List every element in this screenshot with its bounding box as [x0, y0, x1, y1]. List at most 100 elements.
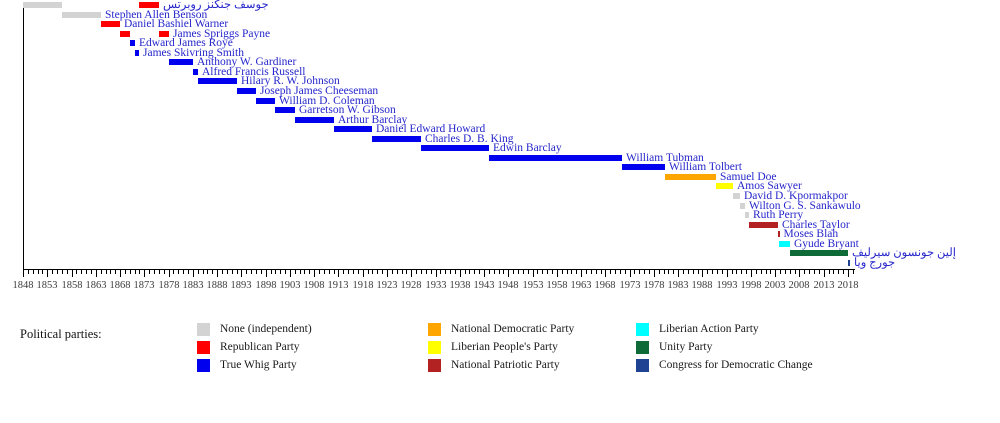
president-name-label[interactable]: جورج ويا [854, 257, 896, 269]
axis-minor-tick [673, 270, 674, 274]
axis-minor-tick [780, 270, 781, 274]
axis-minor-tick [576, 270, 577, 274]
axis-minor-tick [659, 270, 660, 274]
axis-minor-tick [28, 270, 29, 274]
axis-major-tick [169, 270, 170, 277]
president-name-label[interactable]: Arthur Barclay [338, 114, 408, 126]
axis-tick-label: 1933 [425, 280, 447, 291]
timeline-bar-segment [159, 31, 169, 37]
axis-minor-tick [62, 270, 63, 274]
president-name-label[interactable]: William Tolbert [669, 161, 742, 173]
president-name-label[interactable]: Charles D. B. King [425, 133, 514, 145]
president-name-label[interactable]: Amos Sawyer [737, 180, 802, 192]
axis-tick-label: 1978 [643, 280, 665, 291]
axis-minor-tick [707, 270, 708, 274]
legend-swatch-true_whig [197, 359, 210, 372]
legend-item: Republican Party [197, 341, 312, 354]
axis-tick-label: 2013 [813, 280, 835, 291]
axis-minor-tick [304, 270, 305, 274]
legend-item: Liberian People's Party [428, 341, 574, 354]
president-name-label[interactable]: Daniel Bashiel Warner [124, 18, 229, 30]
timeline-bar-segment [135, 50, 139, 56]
axis-minor-tick [300, 270, 301, 274]
president-name-label[interactable]: Samuel Doe [720, 171, 777, 183]
axis-minor-tick [639, 270, 640, 274]
axis-minor-tick [465, 270, 466, 274]
president-name-label[interactable]: William D. Coleman [279, 95, 375, 107]
axis-major-tick [630, 270, 631, 277]
axis-minor-tick [101, 270, 102, 274]
axis-major-tick [120, 270, 121, 277]
axis-minor-tick [469, 270, 470, 274]
axis-minor-tick [843, 270, 844, 274]
axis-minor-tick [251, 270, 252, 274]
axis-major-tick [654, 270, 655, 277]
axis-major-tick [678, 270, 679, 277]
president-name-label[interactable]: Alfred Francis Russell [202, 66, 306, 78]
timeline-bar-segment [295, 117, 334, 123]
axis-minor-tick [33, 270, 34, 274]
axis-tick-label: 1983 [667, 280, 689, 291]
president-name-label[interactable]: Edward James Roye [139, 37, 233, 49]
axis-minor-tick [732, 270, 733, 274]
president-name-label[interactable]: جوسف جنكنز روبرتس [163, 0, 269, 11]
axis-tick-label: 2018 [837, 280, 859, 291]
timeline-bar-segment [745, 212, 749, 218]
legend-party-label: Unity Party [659, 341, 713, 353]
president-name-label[interactable]: Ruth Perry [753, 209, 804, 221]
legend-item: None (independent) [197, 323, 312, 336]
president-name-label[interactable]: David D. Kpormakpor [744, 190, 848, 202]
legend-item: National Democratic Party [428, 323, 574, 336]
axis-major-tick [824, 270, 825, 277]
axis-minor-tick [358, 270, 359, 274]
axis-minor-tick [271, 270, 272, 274]
axis-minor-tick [683, 270, 684, 274]
president-name-label[interactable]: Daniel Edward Howard [376, 123, 486, 135]
axis-minor-tick [479, 270, 480, 274]
president-name-label[interactable]: William Tubman [626, 152, 704, 164]
x-axis-line [23, 269, 855, 270]
axis-minor-tick [91, 270, 92, 274]
president-name-label[interactable]: Stephen Allen Benson [105, 9, 208, 21]
axis-minor-tick [81, 270, 82, 274]
axis-minor-tick [67, 270, 68, 274]
axis-minor-tick [115, 270, 116, 274]
axis-minor-tick [261, 270, 262, 274]
timeline-bar-segment [733, 193, 740, 199]
axis-minor-tick [246, 270, 247, 274]
axis-tick-label: 1858 [61, 280, 83, 291]
axis-tick-label: 1918 [352, 280, 374, 291]
axis-minor-tick [256, 270, 257, 274]
axis-minor-tick [668, 270, 669, 274]
axis-minor-tick [829, 270, 830, 274]
president-name-label[interactable]: Anthony W. Gardiner [197, 56, 297, 68]
axis-major-tick [314, 270, 315, 277]
axis-minor-tick [130, 270, 131, 274]
president-name-label[interactable]: Joseph James Cheeseman [260, 85, 379, 97]
president-name-label[interactable]: Moses Blah [783, 228, 839, 240]
axis-minor-tick [237, 270, 238, 274]
axis-tick-label: 1878 [158, 280, 180, 291]
timeline-bar-segment [749, 222, 778, 228]
axis-minor-tick [125, 270, 126, 274]
axis-minor-tick [285, 270, 286, 274]
president-name-label[interactable]: James Skivring Smith [143, 47, 244, 59]
axis-minor-tick [275, 270, 276, 274]
axis-major-tick [460, 270, 461, 277]
president-name-label[interactable]: إلين جونسون سيرليف [852, 247, 956, 259]
axis-major-tick [581, 270, 582, 277]
axis-minor-tick [586, 270, 587, 274]
president-name-label[interactable]: James Spriggs Payne [173, 28, 271, 40]
president-name-label[interactable]: Edwin Barclay [493, 142, 562, 154]
axis-major-tick [290, 270, 291, 277]
axis-major-tick [848, 270, 849, 277]
president-name-label[interactable]: Wilton G. S. Sankawulo [749, 200, 861, 212]
president-name-label[interactable]: Hilary R. W. Johnson [241, 75, 340, 87]
legend-party-label: Republican Party [220, 341, 300, 353]
president-name-label[interactable]: Charles Taylor [782, 219, 850, 231]
axis-minor-tick [212, 270, 213, 274]
axis-minor-tick [38, 270, 39, 274]
president-name-label[interactable]: Gyude Bryant [794, 238, 859, 250]
axis-minor-tick [620, 270, 621, 274]
president-name-label[interactable]: Garretson W. Gibson [299, 104, 396, 116]
